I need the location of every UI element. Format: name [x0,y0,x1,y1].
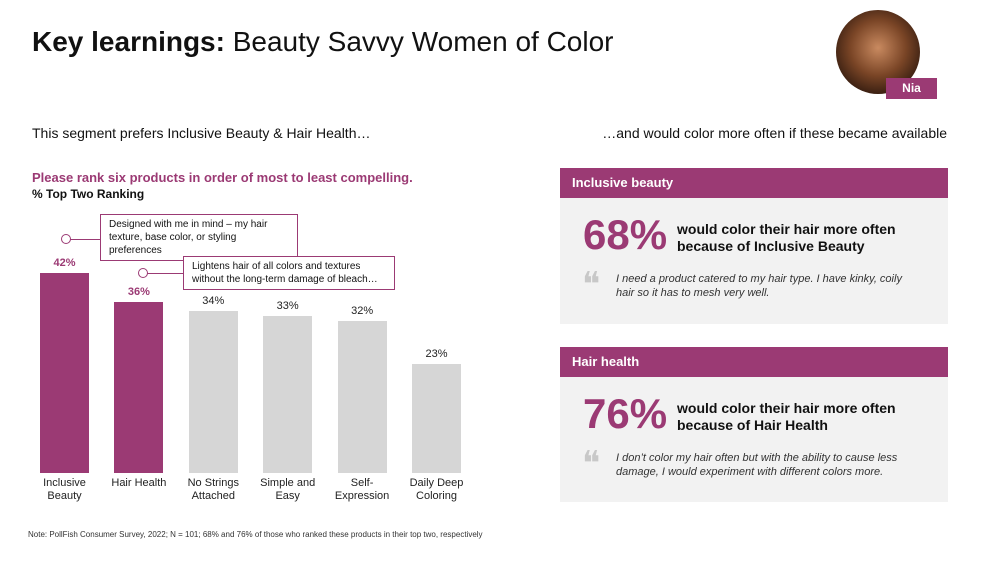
chart-subtitle: % Top Two Ranking [32,187,145,201]
annotation: Lightens hair of all colors and textures… [183,256,395,290]
value-label: 34% [202,295,225,308]
bar [40,273,89,473]
panel-quote: I need a product catered to my hair type… [616,273,902,299]
panel-header: Hair health [560,347,948,377]
value-label: 32% [351,304,374,317]
annotation-leader [147,273,183,274]
quote-mark: ❝ [582,265,601,305]
annotation: Designed with me in mind – my hair textu… [100,214,298,261]
panel-header: Inclusive beauty [560,168,948,198]
category-label: No Strings Attached [187,477,239,502]
value-label: 42% [53,257,76,270]
title: Key learnings: Beauty Savvy Women of Col… [32,26,614,58]
panel-body [560,198,948,324]
quote-mark: ❝ [582,444,601,484]
title-rest: Beauty Savvy Women of Color [232,26,614,57]
avatar [836,10,920,94]
bar [263,315,313,473]
category-label: Inclusive Beauty [43,477,86,502]
chart-title: Please rank six products in order of mos… [32,170,413,185]
note: Note: PollFish Consumer Survey, 2022; N … [28,530,483,539]
panel-stat-text: would color their hair more often becaus… [677,221,896,254]
panel-quote: I don’t color my hair often but with the… [616,452,898,478]
bar [188,311,238,473]
panel-stat-text: would color their hair more often becaus… [677,400,896,433]
bar [114,301,164,473]
title-bold: Key learnings: [32,26,225,57]
category-label: Daily Deep Coloring [409,477,464,502]
panel-stat: 68% [583,211,668,258]
value-label: 36% [127,285,150,298]
annotation-leader [70,239,100,240]
category-label: Simple and Easy [260,477,316,502]
category-label: Hair Health [111,477,167,489]
value-label: 23% [425,347,448,360]
value-label: 33% [276,299,299,312]
left-heading: This segment prefers Inclusive Beauty & … [32,125,371,141]
panel-stat: 76% [583,390,668,437]
bar [337,320,387,473]
right-heading: …and would color more often if these bec… [602,125,947,141]
category-label: Self-Expression [334,477,390,502]
persona-label: Nia [886,78,937,99]
panel-body [560,377,948,502]
bar [412,363,461,473]
